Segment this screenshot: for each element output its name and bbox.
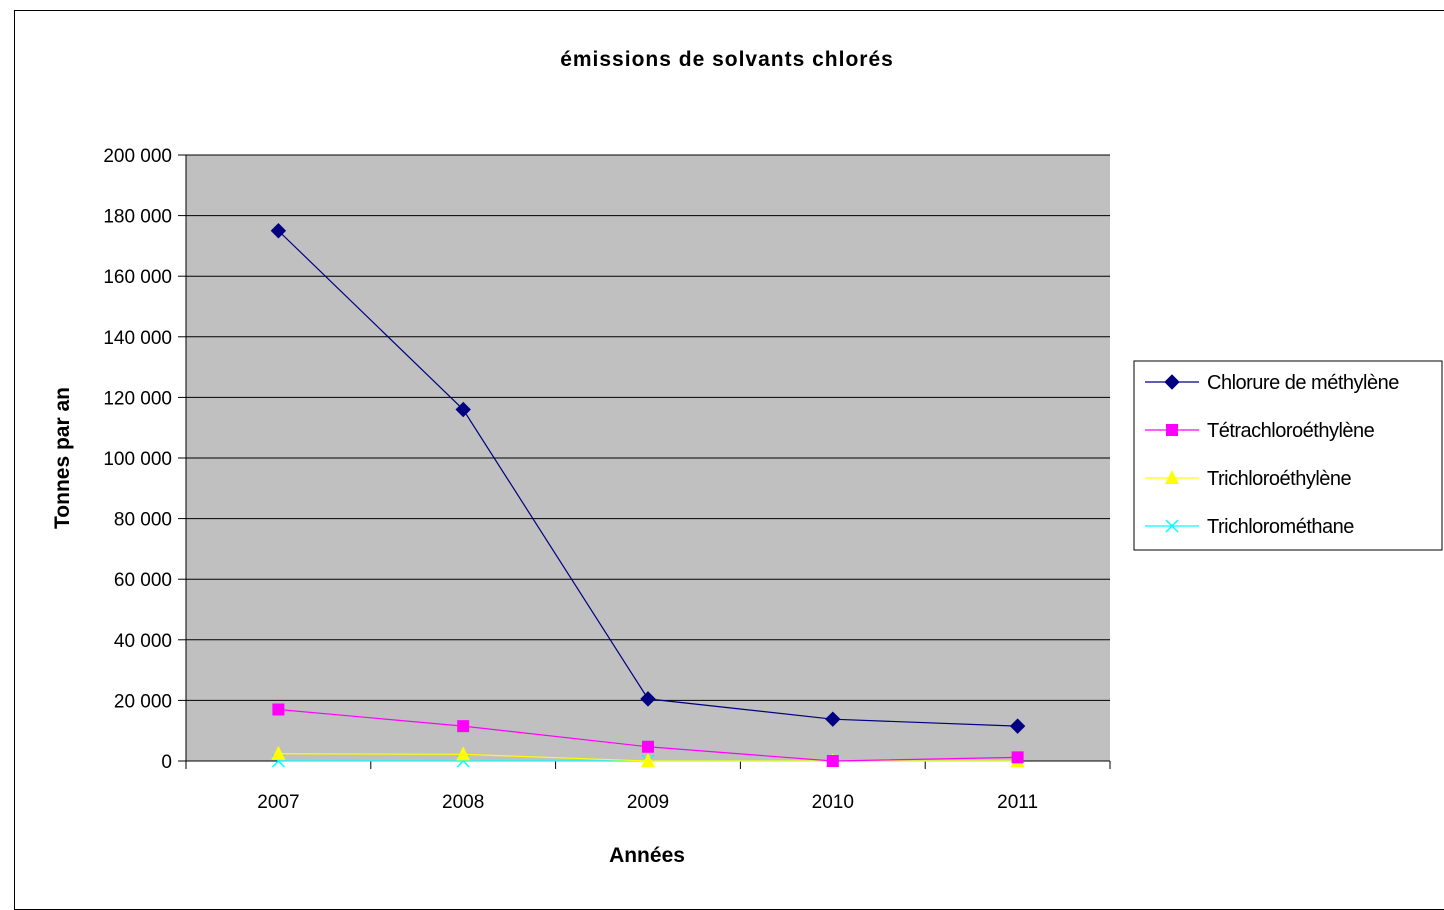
legend-marker	[1166, 424, 1178, 436]
y-tick-label: 160 000	[103, 267, 172, 288]
data-point	[455, 401, 471, 418]
data-point	[271, 745, 286, 760]
x-tick-label: 2008	[442, 792, 484, 813]
legend: Chlorure de méthylène Tétrachloroéthylène…	[1133, 360, 1443, 551]
y-tick-label: 40 000	[114, 631, 172, 652]
series-1	[270, 223, 1026, 734]
x-tick-label: 2009	[627, 792, 669, 813]
x-tick-label: 2011	[997, 792, 1038, 813]
legend-label: Trichlorométhane	[1207, 516, 1354, 538]
y-tick-label: 140 000	[103, 328, 172, 349]
y-tick-label: 80 000	[114, 510, 172, 531]
x-axis-title: Années	[609, 844, 685, 867]
data-point	[641, 753, 655, 767]
y-axis-ticks: 0 20 000 40 000 60 000 80 000 100 000 120 000 1…	[103, 146, 186, 773]
x-tick-label: 2010	[812, 792, 854, 813]
data-point	[270, 223, 287, 239]
data-point	[1009, 718, 1026, 734]
legend-box	[1133, 360, 1443, 551]
y-tick-label: 120 000	[103, 388, 172, 409]
data-point	[1011, 751, 1024, 764]
y-tick-label: 100 000	[103, 449, 172, 470]
y-axis-title: Tonnes par an	[51, 387, 74, 529]
y-tick-label: 20 000	[114, 691, 172, 712]
x-tick-label: 2007	[257, 792, 299, 813]
y-tick-label: 180 000	[103, 207, 172, 228]
chart-title: émissions de solvants chlorés	[560, 48, 894, 71]
legend-label: Trichloroéthylène	[1207, 468, 1352, 490]
data-point	[642, 740, 654, 753]
y-tick-label: 200 000	[103, 146, 172, 167]
legend-item: Trichloroéthylène	[1145, 468, 1352, 490]
data-point	[826, 755, 839, 767]
legend-marker	[1164, 374, 1180, 390]
y-tick-label: 0	[161, 752, 172, 773]
grid-lines	[186, 154, 1110, 701]
legend-marker	[1165, 470, 1179, 484]
legend-item: Trichlorométhane	[1145, 516, 1355, 538]
series-layer	[270, 223, 1026, 768]
legend-label: Tétrachloroéthylène	[1207, 420, 1375, 442]
legend-label: Chlorure de méthylène	[1207, 372, 1399, 394]
data-point	[457, 720, 470, 733]
legend-marker	[1165, 519, 1179, 533]
data-point	[456, 746, 471, 761]
x-axis-ticks: 2007 2008 2009 2010 2011	[185, 761, 1111, 813]
legend-item: Chlorure de méthylène	[1145, 372, 1400, 394]
data-point	[825, 711, 841, 727]
data-point	[272, 703, 285, 716]
y-tick-label: 60 000	[114, 570, 172, 591]
data-point	[640, 691, 656, 707]
series-2	[272, 703, 1024, 767]
legend-item: Tétrachloroéthylène	[1145, 420, 1375, 442]
